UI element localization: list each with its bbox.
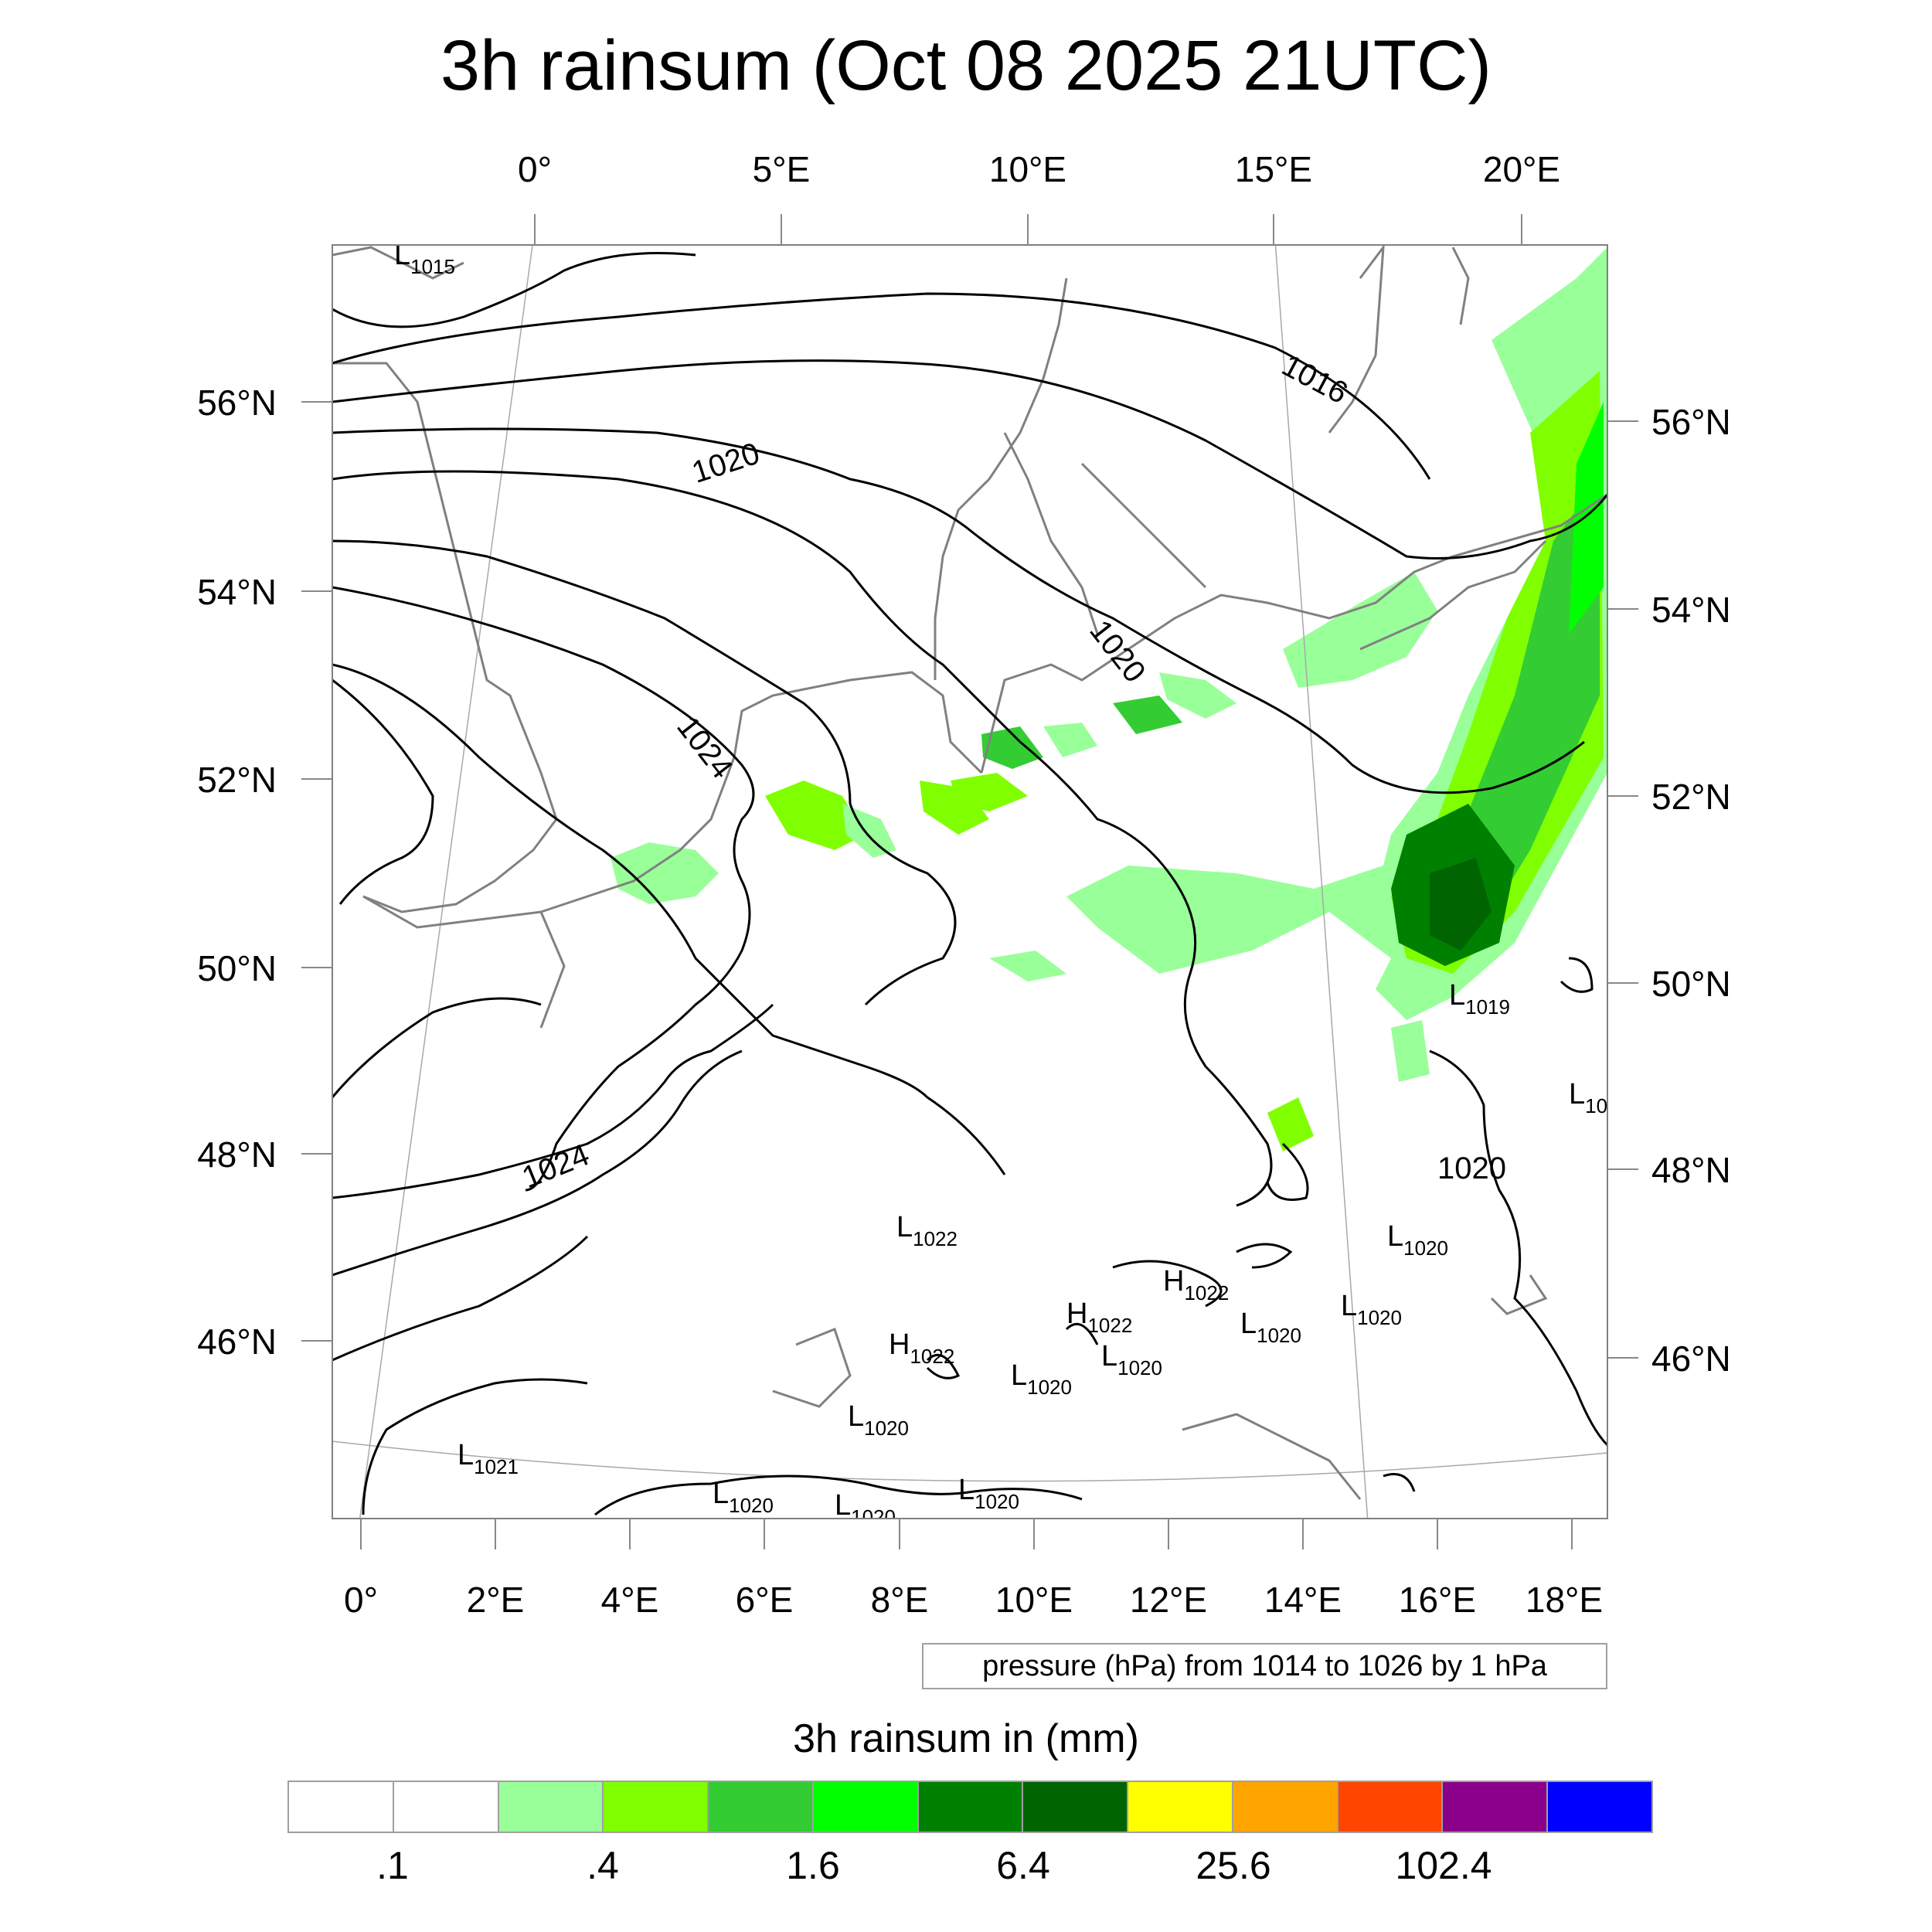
left-lat-labels: 56°N 54°N 52°N 50°N 48°N 46°N [197, 383, 277, 1362]
rain-band-12 [1391, 1020, 1430, 1082]
rain-shading [611, 247, 1607, 1151]
lat-label: 48°N [1651, 1150, 1731, 1190]
lon-label: 0° [518, 149, 552, 189]
colorbar-tick-label: .1 [376, 1844, 409, 1887]
colorbar-swatch [1336, 1782, 1442, 1832]
rain-area-east-bright [1569, 402, 1604, 634]
rain-band-2 [765, 781, 866, 850]
rain-band-11 [1267, 1097, 1314, 1151]
pressure-center: L1020 [958, 1474, 1019, 1513]
pressure-center: L1020 [1011, 1359, 1072, 1399]
pressure-center: L10 [1569, 1078, 1607, 1117]
rain-band-9 [1159, 672, 1236, 719]
lon-label: 0° [344, 1580, 378, 1620]
pressure-center: L1022 [896, 1211, 957, 1250]
lat-label: 54°N [197, 572, 277, 612]
coastlines [332, 245, 1607, 1500]
lon-label: 2°E [467, 1580, 525, 1620]
lon-label: 4°E [601, 1580, 659, 1620]
colorbar-swatch [707, 1782, 812, 1832]
rain-band-3 [842, 804, 896, 858]
lon-label: 5°E [753, 149, 811, 189]
lat-label: 50°N [197, 948, 277, 988]
map-title: 3h rainsum (Oct 08 2025 21UTC) [440, 26, 1492, 105]
lon-label: 14°E [1264, 1580, 1342, 1620]
lon-label: 18°E [1526, 1580, 1603, 1620]
lat-label: 52°N [1651, 777, 1731, 817]
pressure-center: L1015 [394, 239, 455, 278]
colorbar-swatch [1546, 1782, 1651, 1832]
rain-band-10 [989, 951, 1066, 981]
pressure-center: L1020 [848, 1400, 909, 1440]
rain-band-8 [1113, 696, 1182, 734]
contour-info-box: pressure (hPa) from 1014 to 1026 by 1 hP… [922, 1643, 1607, 1689]
pressure-center: L1020 [1341, 1290, 1402, 1329]
rain-area-east-darkest [1430, 858, 1492, 951]
colorbar-swatch [917, 1782, 1022, 1832]
rain-band-5 [981, 726, 1043, 769]
colorbar-tick-label: 102.4 [1395, 1844, 1492, 1887]
rain-band-7 [951, 773, 1028, 811]
isobar-label: 1020 [1083, 614, 1151, 689]
map-frame [332, 244, 1608, 1519]
rain-band-1 [611, 842, 719, 904]
colorbar-title: 3h rainsum in (mm) [793, 1716, 1139, 1761]
colorbar [287, 1781, 1653, 1833]
right-lat-labels: 56°N 54°N 52°N 50°N 48°N 46°N [1651, 402, 1731, 1379]
rain-band-6 [1043, 723, 1097, 757]
colorbar-swatch [1231, 1782, 1337, 1832]
isobar-labels: 1016 1020 1020 1024 1024 1020 [518, 349, 1506, 1196]
colorbar-tick-label: .4 [587, 1844, 619, 1887]
bottom-lon-labels: 0° 2°E 4°E 6°E 8°E 10°E 12°E 14°E 16°E 1… [344, 1580, 1603, 1620]
pressure-center: L1020 [835, 1489, 896, 1529]
rain-band-4 [920, 781, 989, 835]
lat-label: 56°N [1651, 402, 1731, 442]
colorbar-tick-label: 1.6 [786, 1844, 840, 1887]
lon-label: 10°E [989, 149, 1066, 189]
lat-label: 48°N [197, 1134, 277, 1175]
lat-label: 56°N [197, 383, 277, 423]
rain-area-poland [1283, 572, 1437, 688]
colorbar-swatch [289, 1782, 393, 1832]
pressure-center: H1022 [1066, 1298, 1132, 1337]
lon-label: 16°E [1399, 1580, 1476, 1620]
lon-label: 10°E [995, 1580, 1073, 1620]
lon-label: 8°E [871, 1580, 929, 1620]
pressure-center: H1022 [1163, 1265, 1229, 1304]
pressure-center: L1020 [713, 1478, 774, 1517]
top-lon-labels: 0° 5°E 10°E 15°E 20°E [518, 149, 1560, 189]
pressure-center: L1021 [457, 1439, 519, 1478]
colorbar-swatch [1022, 1782, 1128, 1832]
lon-label: 15°E [1235, 149, 1312, 189]
colorbar-swatch [392, 1782, 498, 1832]
pressure-center: L1019 [1449, 979, 1510, 1019]
isobar-label: 1020 [1437, 1151, 1506, 1185]
pressure-center: H1022 [889, 1328, 954, 1368]
colorbar-tick-label: 6.4 [996, 1844, 1050, 1887]
graticule [332, 245, 1607, 1519]
colorbar-swatch [602, 1782, 708, 1832]
lon-label: 6°E [736, 1580, 794, 1620]
pressure-center: L1020 [1387, 1220, 1448, 1260]
tick-marks [301, 214, 1638, 1549]
lat-label: 50°N [1651, 964, 1731, 1004]
colorbar-swatch [811, 1782, 917, 1832]
lat-label: 54°N [1651, 590, 1731, 630]
lat-label: 46°N [197, 1321, 277, 1362]
colorbar-swatch [497, 1782, 603, 1832]
colorbar-swatch [1127, 1782, 1232, 1832]
pressure-centers: L1015 L1019 L10 L1022 L1020 H1022 L1020 … [394, 239, 1607, 1529]
lon-label: 20°E [1483, 149, 1560, 189]
lat-label: 46°N [1651, 1338, 1731, 1379]
isobars [332, 252, 1607, 1516]
isobar-label: 1016 [1277, 349, 1353, 411]
lon-label: 12°E [1130, 1580, 1207, 1620]
pressure-center: L1020 [1240, 1308, 1301, 1347]
colorbar-swatch [1441, 1782, 1547, 1832]
pressure-center: L1020 [1101, 1340, 1162, 1379]
lat-label: 52°N [197, 760, 277, 800]
colorbar-tick-label: 25.6 [1196, 1844, 1271, 1887]
